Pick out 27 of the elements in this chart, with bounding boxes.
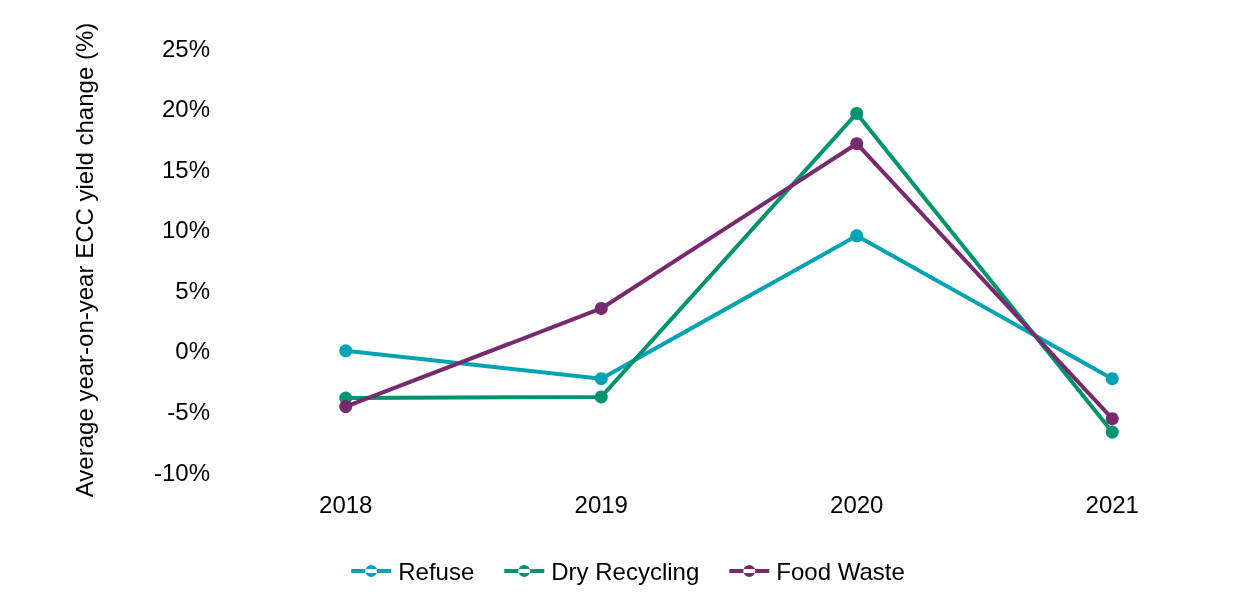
point xyxy=(1105,425,1119,439)
y-tick-label: 25% xyxy=(161,34,210,62)
y-tick-label: -5% xyxy=(167,397,210,425)
point xyxy=(850,229,864,243)
point xyxy=(850,137,864,151)
legend-label: Food Waste xyxy=(776,557,905,585)
y-tick-label: 20% xyxy=(161,95,210,123)
point xyxy=(339,344,353,358)
point xyxy=(1105,372,1119,386)
x-tick-label: 2020 xyxy=(830,490,884,518)
y-tick-label: 5% xyxy=(175,276,210,304)
point xyxy=(339,400,353,414)
legend-label: Refuse xyxy=(398,557,475,585)
point xyxy=(594,301,608,315)
y-axis-title: Average year-on-year ECC yield change (%) xyxy=(70,22,98,498)
x-tick-label: 2019 xyxy=(574,490,628,518)
x-tick-label: 2021 xyxy=(1085,490,1139,518)
y-tick-label: 0% xyxy=(175,337,210,365)
point xyxy=(594,390,608,404)
point xyxy=(850,106,864,120)
x-tick-label: 2018 xyxy=(319,490,373,518)
y-tick-label: -10% xyxy=(153,458,210,486)
point xyxy=(1105,412,1119,426)
point xyxy=(594,372,608,386)
legend-label: Dry Recycling xyxy=(551,557,700,585)
y-tick-label: 10% xyxy=(161,216,210,244)
y-tick-label: 15% xyxy=(161,155,210,183)
